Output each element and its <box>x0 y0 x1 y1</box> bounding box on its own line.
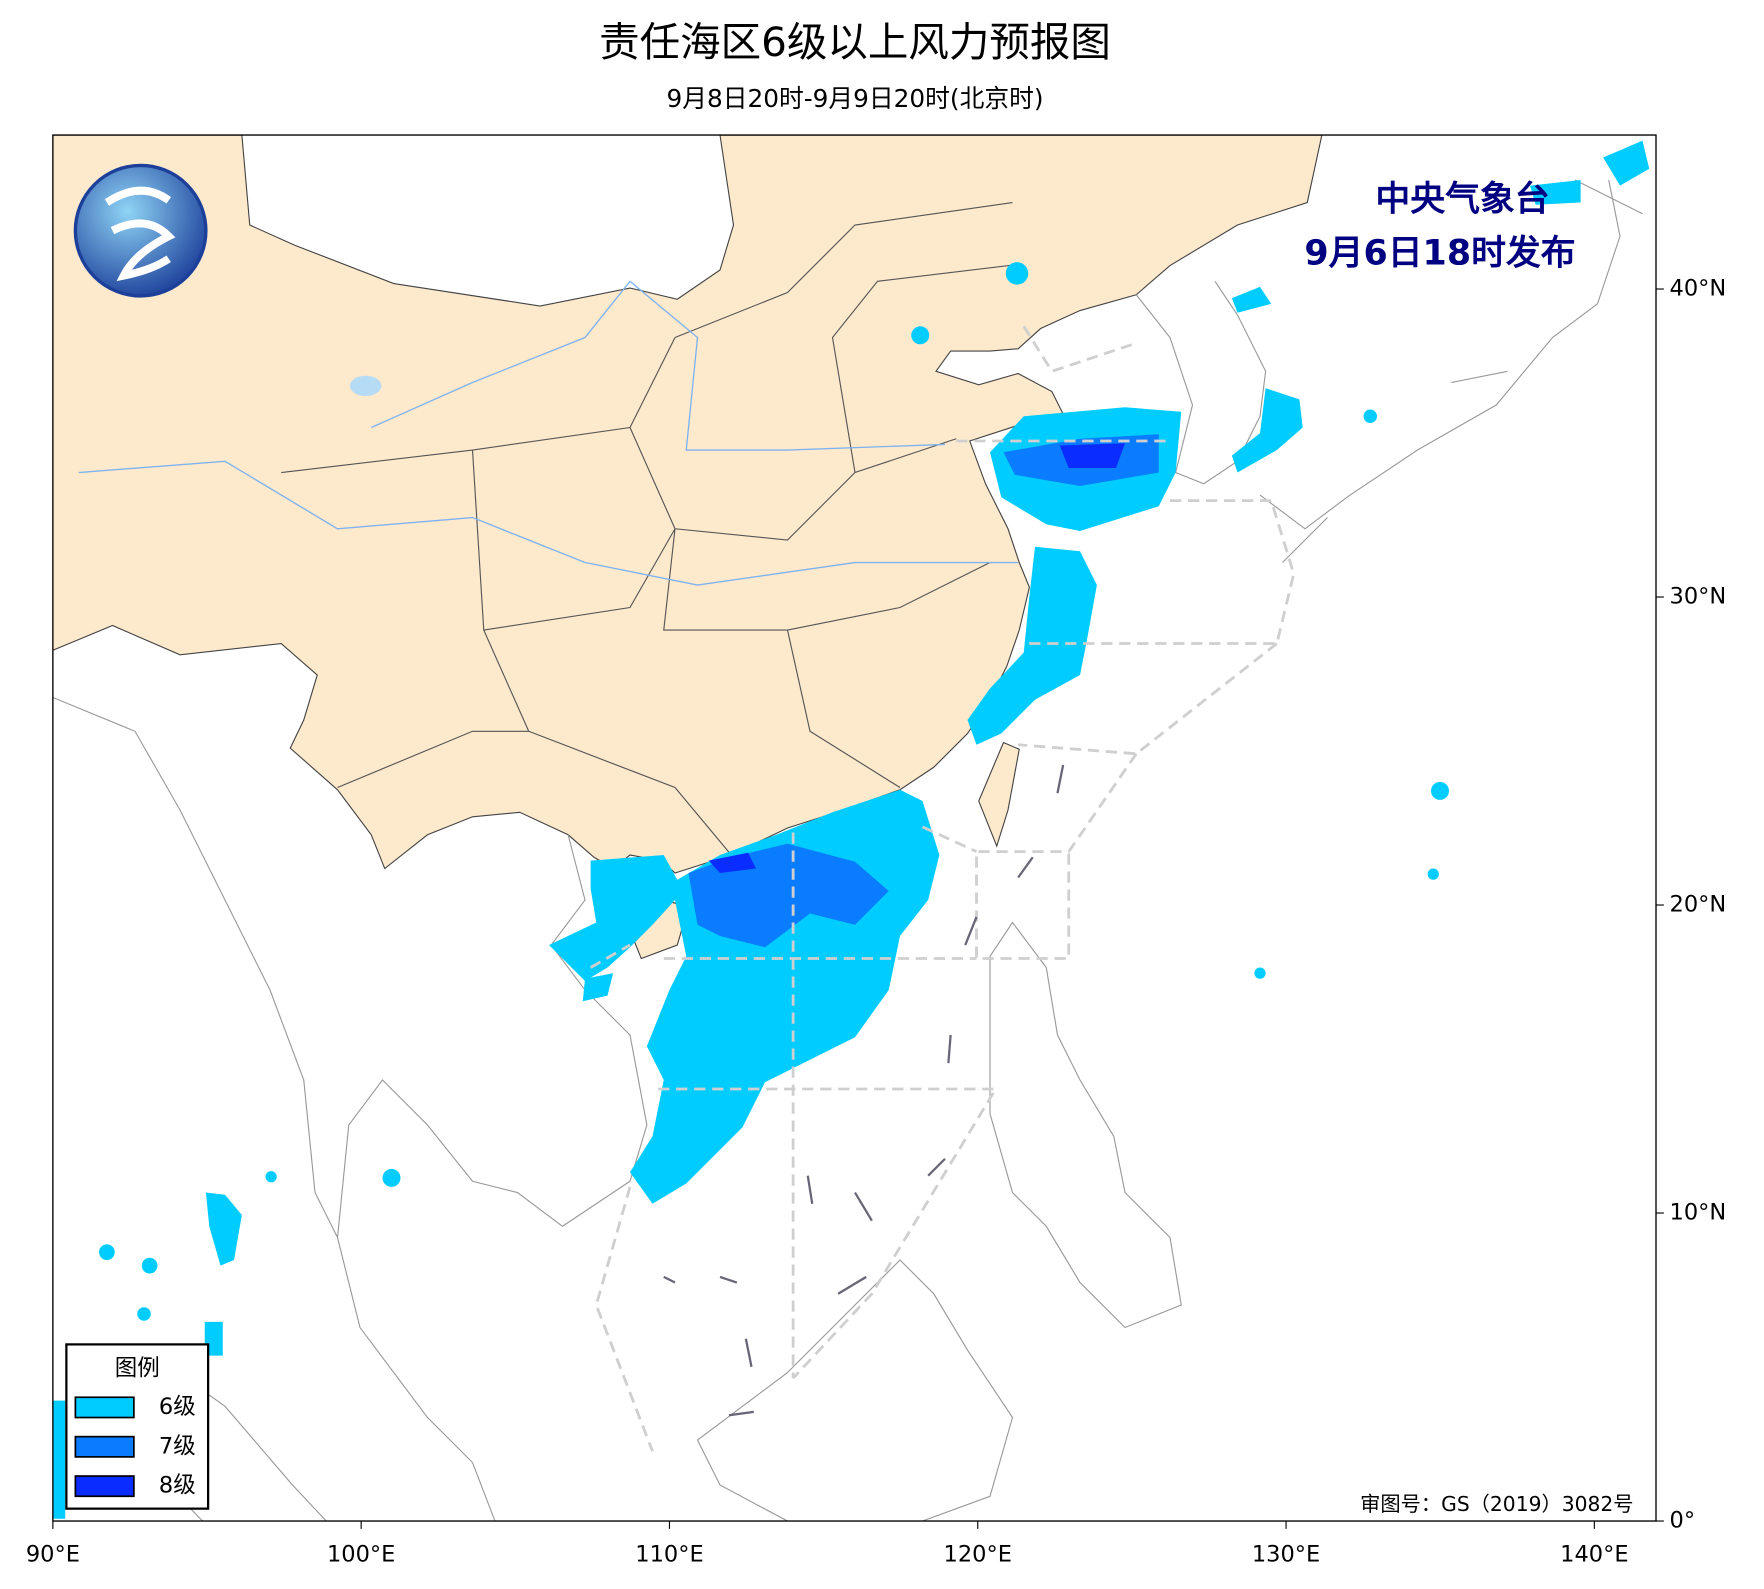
legend-swatch <box>74 1475 135 1498</box>
wind-area-6 <box>1005 262 1029 285</box>
subtitle: 9月8日20时-9月9日20时(北京时) <box>667 84 1044 113</box>
wind-area-8 <box>708 852 756 874</box>
map-layers <box>52 135 1656 1522</box>
x-tick-label: 140°E <box>1560 1541 1628 1567</box>
x-tick-label: 120°E <box>944 1541 1012 1567</box>
wind-area-6 <box>1363 409 1377 424</box>
borneo <box>696 1259 1014 1522</box>
map-frame <box>52 134 1657 1522</box>
wind-area-8 <box>1059 443 1125 469</box>
islands <box>663 764 1065 1417</box>
logo-mark <box>104 186 176 282</box>
taiwan <box>978 741 1020 848</box>
wind-area-6 <box>1431 781 1449 800</box>
legend-title: 图例 <box>115 1356 160 1382</box>
wind-area-6 <box>967 546 1097 745</box>
y-tick-label: 10°N <box>1670 1200 1727 1226</box>
legend-label: 6级 <box>159 1394 196 1420</box>
y-tick-label: 30°N <box>1670 584 1727 610</box>
wind-area-6 <box>911 326 930 345</box>
philippines <box>989 921 1182 1329</box>
y-tick-label: 0° <box>1670 1508 1696 1534</box>
legend-swatch <box>74 1396 135 1419</box>
approval-number: 审图号：GS（2019）3082号 <box>1360 1492 1633 1516</box>
x-tick-label: 130°E <box>1252 1541 1320 1567</box>
indochina <box>52 697 648 1522</box>
wind-area-6 <box>582 973 614 1002</box>
logo-circle <box>73 163 208 298</box>
japan <box>1259 179 1643 563</box>
wind-area-6 <box>1231 388 1303 473</box>
wind-area-6 <box>1254 967 1266 979</box>
wind-area-6 <box>1603 140 1650 186</box>
x-tick-label: 110°E <box>635 1541 703 1567</box>
logo <box>73 163 208 298</box>
wind-area-6 <box>1427 868 1439 880</box>
wind-area-6 <box>99 1244 115 1261</box>
rivers <box>78 280 1019 586</box>
legend-label: 7级 <box>159 1433 196 1459</box>
y-tick-label: 40°N <box>1670 276 1727 302</box>
legend-swatch <box>74 1435 135 1458</box>
y-tick-label: 20°N <box>1670 892 1727 918</box>
wind-area-6 <box>205 1192 242 1266</box>
x-tick-label: 100°E <box>327 1541 395 1567</box>
wind-area-6 <box>265 1171 277 1183</box>
issue-time: 9月6日18时发布 <box>1304 233 1575 273</box>
legend: 图例 6级 7级 8级 <box>65 1343 210 1510</box>
wind-area-6 <box>141 1257 158 1274</box>
zone-boundaries <box>589 325 1296 1452</box>
lake <box>349 375 382 397</box>
x-tick-label: 90°E <box>26 1541 80 1567</box>
legend-label: 8级 <box>159 1473 196 1499</box>
issuer-name: 中央气象台 <box>1375 179 1549 219</box>
wind-areas <box>52 140 1650 1519</box>
wind-area-6 <box>52 1400 66 1519</box>
china-land <box>52 135 1323 874</box>
wind-area-6 <box>1231 286 1272 313</box>
wind-area-6 <box>137 1307 151 1321</box>
korea <box>1135 280 1267 485</box>
wind-area-6 <box>382 1168 401 1187</box>
title: 责任海区6级以上风力预报图 <box>599 18 1111 66</box>
province-borders <box>281 201 1019 856</box>
wind-area-6 <box>1530 180 1581 205</box>
